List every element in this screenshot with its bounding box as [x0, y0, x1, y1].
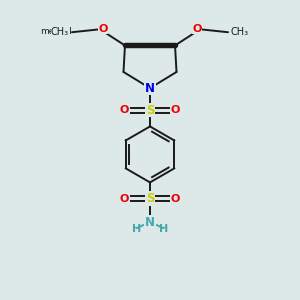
Text: S: S — [146, 192, 154, 205]
Text: H: H — [159, 224, 168, 234]
Text: methyl: methyl — [40, 27, 71, 36]
Text: O: O — [120, 105, 129, 115]
Text: H: H — [132, 224, 141, 234]
Text: CH₃: CH₃ — [51, 27, 69, 37]
Text: O: O — [171, 194, 180, 204]
Text: O: O — [120, 194, 129, 204]
Text: N: N — [145, 216, 155, 229]
Text: N: N — [145, 82, 155, 95]
Text: O: O — [192, 24, 202, 34]
Text: S: S — [146, 104, 154, 117]
Text: O: O — [98, 24, 108, 34]
Text: O: O — [171, 105, 180, 115]
Text: CH₃: CH₃ — [231, 27, 249, 37]
